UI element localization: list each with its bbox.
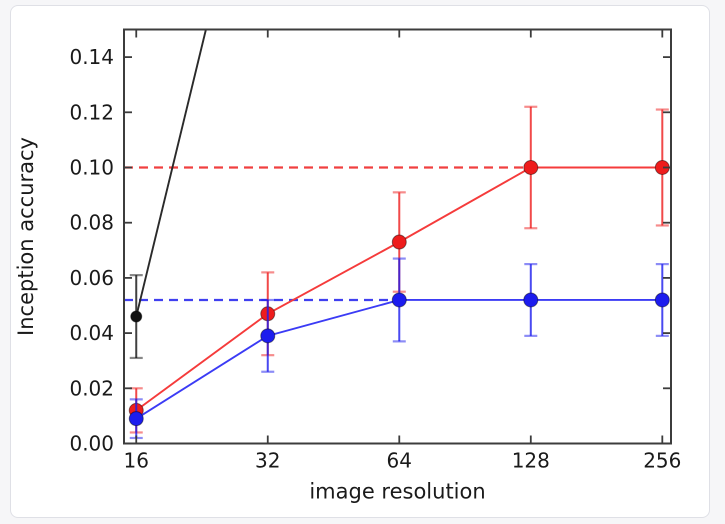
blue-series-group [128,257,670,440]
y-tick-label: 0.14 [69,45,114,69]
y-tick-label: 0.12 [69,100,114,124]
figure-panel [10,5,710,518]
blue-series-marker [260,328,276,344]
x-tick-label: 64 [387,449,412,473]
plot-border [123,28,672,445]
y-tick-label: 0.00 [69,432,114,456]
y-tick-label: 0.10 [69,156,114,180]
blue-series-marker [523,292,539,308]
red-series-marker [391,234,407,250]
black-series-group [129,29,207,360]
y-tick-label: 0.04 [69,321,114,345]
blue-series-marker [128,411,144,427]
x-tick-label: 16 [124,449,149,473]
x-tick-label: 32 [255,449,280,473]
black-series-marker [130,310,143,323]
y-tick-label: 0.06 [69,266,114,290]
x-axis-label: image resolution [309,480,485,504]
y-tick-label: 0.02 [69,376,114,400]
y-axis-label: Inception accuracy [14,137,38,336]
black-series-line [135,29,207,317]
x-tick-label: 128 [512,449,550,473]
blue-series-marker [391,292,407,308]
y-tick-label: 0.08 [69,211,114,235]
blue-series-marker [654,292,670,308]
x-tick-label: 256 [643,449,681,473]
red-series-marker [523,160,539,175]
